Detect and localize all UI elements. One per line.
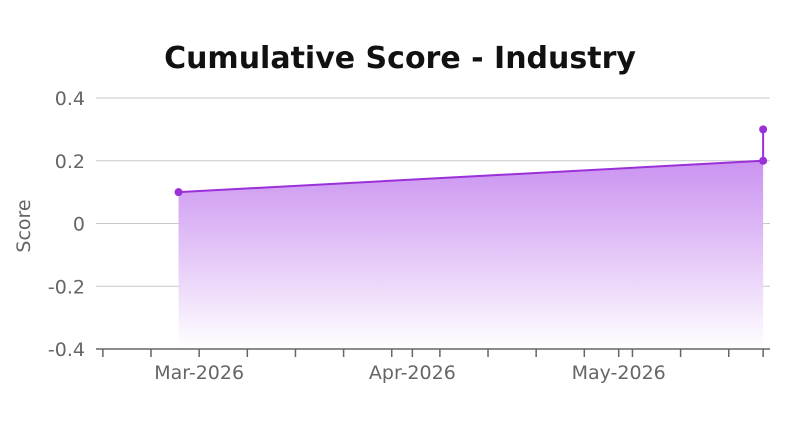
data-point [759, 156, 768, 165]
data-point [759, 125, 768, 134]
y-tick-label: 0.4 [55, 88, 85, 110]
x-ticks: Mar-2026 Apr-2026 May-2026 [102, 349, 764, 384]
y-tick-label: -0.4 [48, 339, 85, 361]
x-tick-label: Mar-2026 [154, 362, 244, 384]
y-tick-label: 0.2 [55, 151, 85, 173]
x-tick-label: May-2026 [572, 362, 666, 384]
data-point [174, 188, 183, 197]
y-ticks: 0.4 0.2 0 -0.2 -0.4 [48, 88, 85, 361]
area-shape [178, 160, 764, 349]
x-tick-label: Apr-2026 [369, 362, 456, 384]
area-fill [178, 160, 764, 349]
y-tick-label: 0 [73, 214, 85, 236]
y-axis-label: Score [13, 199, 35, 252]
chart-title: Cumulative Score - Industry [164, 41, 636, 76]
y-tick-label: -0.2 [48, 276, 85, 298]
series-points [174, 125, 768, 197]
